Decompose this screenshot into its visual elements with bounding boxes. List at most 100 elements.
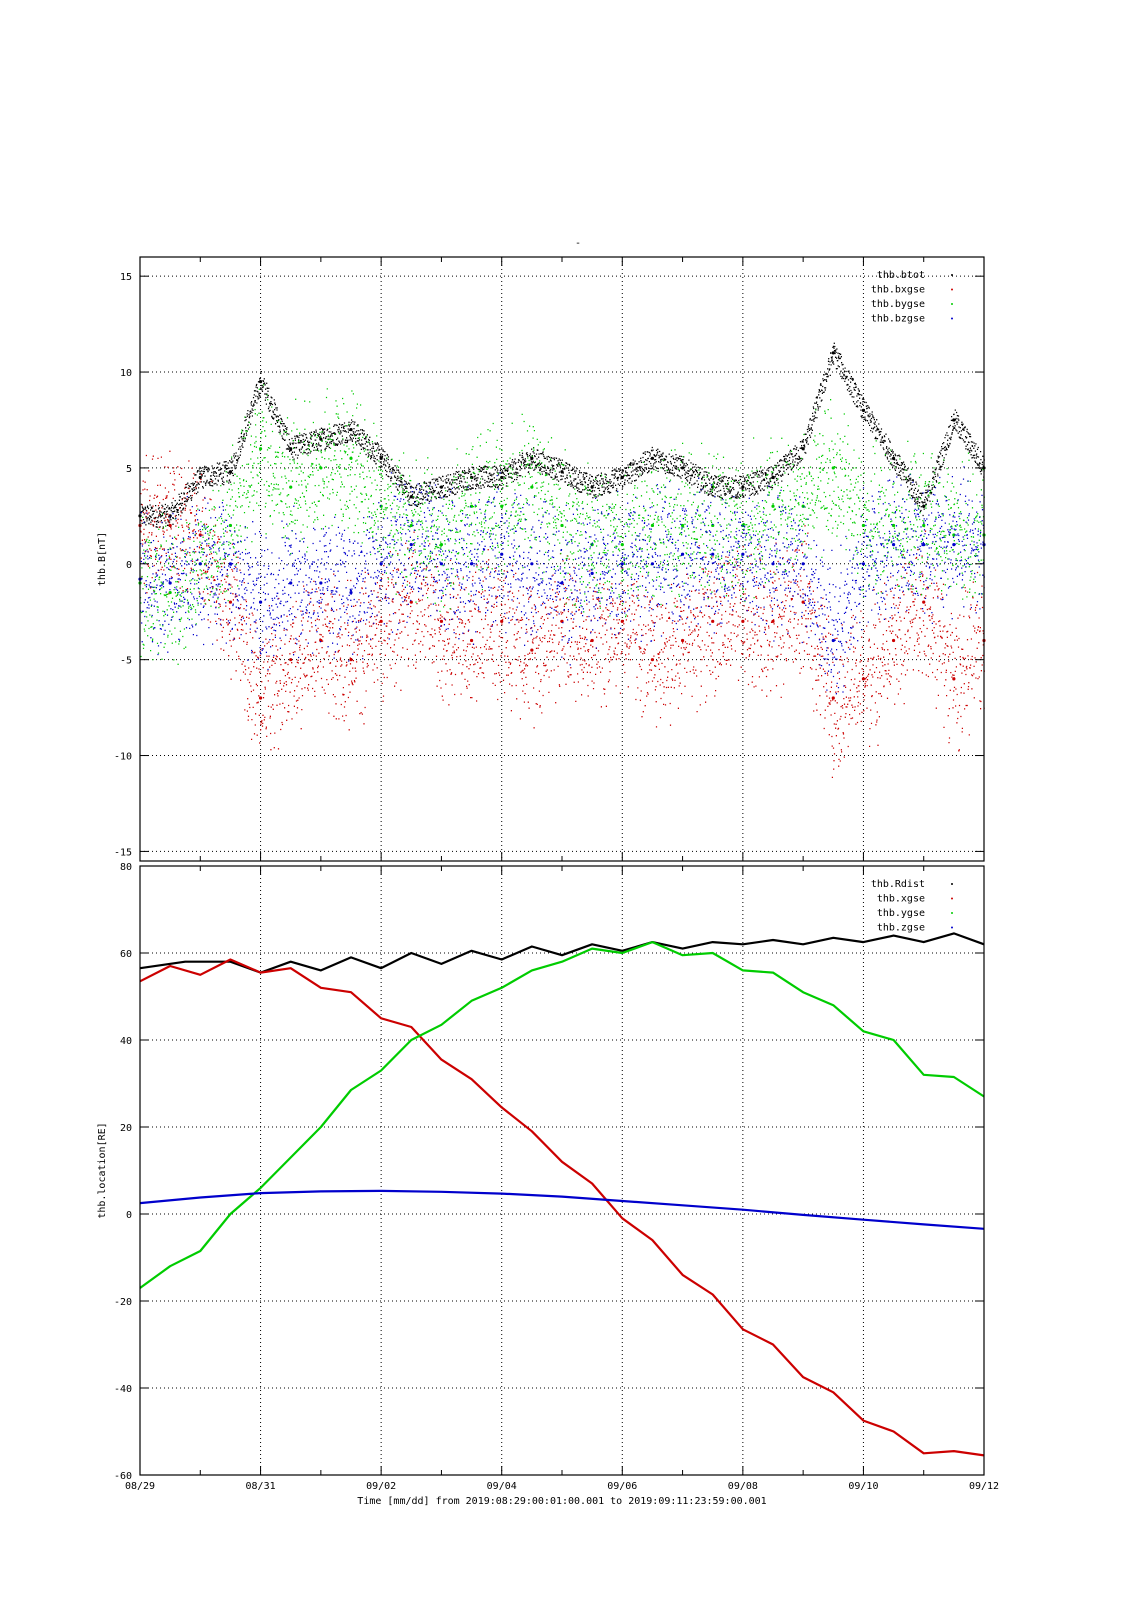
data-point	[530, 456, 534, 460]
data-point	[861, 523, 866, 528]
panel2-tick-marks	[139, 865, 985, 1476]
y-tick-label: -5	[120, 656, 132, 667]
legend-marker	[951, 274, 953, 276]
y-tick-label: 0	[126, 560, 132, 571]
data-point	[349, 456, 353, 460]
data-point	[439, 619, 444, 623]
y-tick-label: -10	[114, 752, 132, 763]
series-thb.bzgse	[138, 466, 986, 695]
panel2-legend: thb.Rdist thb.xgse thb.ygse thb.zgse	[871, 879, 953, 934]
data-point	[922, 523, 926, 528]
data-point	[771, 504, 775, 508]
data-point	[289, 447, 293, 451]
series-thb.btot	[138, 342, 986, 528]
data-point	[469, 562, 474, 566]
data-point	[258, 600, 263, 604]
data-point	[469, 638, 474, 643]
y-tick-label: -60	[114, 1471, 132, 1482]
y-tick-label: 40	[120, 1036, 132, 1047]
data-point	[711, 552, 715, 556]
data-point	[198, 475, 202, 480]
legend-marker	[951, 288, 953, 291]
data-point	[861, 562, 866, 566]
data-point	[680, 552, 685, 556]
y-tick-label: -15	[114, 847, 132, 858]
data-point	[741, 619, 745, 623]
data-point	[831, 638, 835, 643]
panel2-x-tick-labels: 08/29 08/31 09/02 09/04 09/06 09/08 09/10 09/12	[125, 1481, 999, 1492]
data-point	[680, 466, 685, 470]
data-point	[409, 600, 413, 604]
data-point	[228, 470, 233, 474]
y-tick-label: 5	[126, 464, 132, 475]
data-point	[680, 638, 685, 643]
data-point	[891, 523, 896, 528]
data-point	[861, 677, 866, 681]
data-point	[891, 543, 896, 547]
data-point	[289, 581, 293, 585]
data-point	[620, 475, 624, 480]
data-point	[500, 619, 504, 623]
series-line-thb.ygse	[139, 940, 985, 1289]
data-point	[439, 562, 444, 566]
data-point	[711, 523, 715, 528]
scatter-cloud	[140, 450, 985, 779]
data-point	[891, 456, 896, 460]
data-point	[771, 562, 775, 566]
y-tick-label: 15	[120, 272, 132, 283]
data-point	[228, 600, 233, 604]
x-tick-label: 09/08	[728, 1481, 758, 1492]
data-point	[650, 658, 655, 662]
data-point	[650, 456, 655, 460]
panel2-y-tick-labels: -60 -40 -20 0 20 40 60 80	[114, 862, 132, 1482]
scatter-cloud	[140, 342, 985, 528]
series-line-thb.xgse	[139, 958, 985, 1457]
data-point	[349, 658, 353, 662]
data-point	[168, 523, 172, 528]
legend-marker	[951, 317, 953, 320]
legend-marker	[951, 926, 953, 929]
data-point	[952, 677, 956, 681]
panel1-y-axis-title: thb.B[nT]	[97, 532, 108, 586]
data-point	[831, 351, 835, 355]
y-tick-label: 60	[120, 949, 132, 960]
legend-label: thb.zgse	[877, 923, 925, 934]
data-point	[922, 504, 926, 508]
data-point	[952, 543, 956, 547]
data-point	[168, 590, 172, 595]
x-tick-label: 09/02	[366, 1481, 396, 1492]
data-point	[409, 523, 413, 528]
panel2-grid	[140, 866, 984, 1475]
data-point	[801, 562, 805, 566]
data-point	[771, 619, 775, 623]
data-point	[620, 619, 624, 623]
legend-label: thb.bzgse	[871, 314, 925, 325]
y-tick-label: -20	[114, 1297, 132, 1308]
x-tick-label: 08/31	[246, 1481, 276, 1492]
data-point	[379, 456, 383, 460]
data-point	[258, 696, 263, 700]
data-point	[228, 562, 233, 566]
data-point	[258, 380, 263, 384]
x-tick-label: 09/04	[487, 1481, 517, 1492]
y-tick-label: 0	[126, 1210, 132, 1221]
panel1-grid	[140, 257, 984, 861]
page-title: -	[575, 238, 581, 249]
legend-marker	[951, 303, 953, 305]
data-point	[861, 408, 866, 412]
legend-marker	[951, 883, 953, 885]
data-point	[409, 495, 413, 499]
legend-label: thb.btot	[877, 270, 925, 281]
data-point	[500, 552, 504, 556]
data-point	[590, 571, 594, 575]
legend-label: thb.xgse	[877, 894, 925, 905]
data-point	[319, 466, 323, 470]
data-point	[500, 475, 504, 480]
data-point	[711, 619, 715, 623]
data-point	[439, 543, 444, 547]
panel2-y-axis-title: thb.location[RE]	[97, 1122, 108, 1218]
data-point	[590, 485, 594, 489]
data-point	[349, 590, 353, 595]
panel1-data	[138, 342, 986, 779]
panel1-y-tick-labels: -15 -10 -5 0 5 10 15	[114, 272, 132, 858]
